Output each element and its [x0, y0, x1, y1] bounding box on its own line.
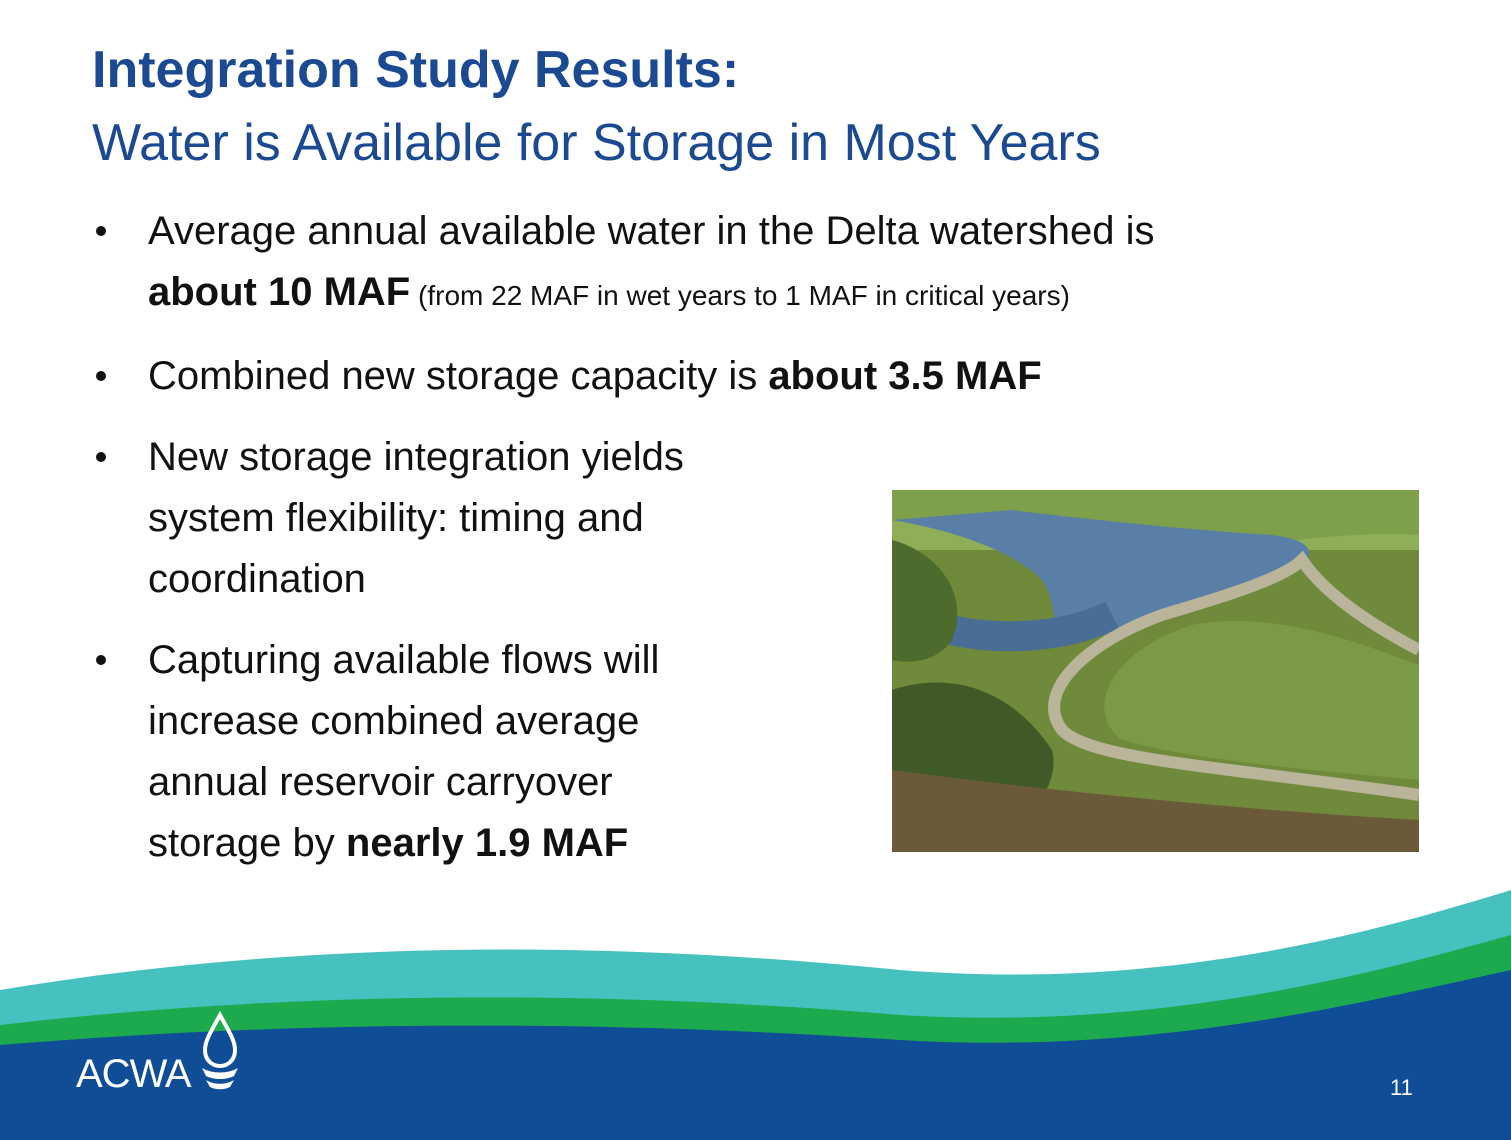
bullet-line: New storage integration yields [148, 427, 1392, 488]
bold-text: about 10 MAF [148, 270, 411, 314]
bullet: Combined new storage capacity is about 3… [92, 346, 1392, 407]
bullet-line: storage by nearly 1.9 MAF [148, 813, 1392, 874]
footer-waves [0, 890, 1511, 1140]
photo [892, 490, 1419, 852]
bullet-text: Capturing available flows will [148, 638, 660, 682]
bullet: Capturing available flows will increase c… [92, 630, 1392, 874]
bullet-line: annual reservoir carryover [148, 752, 1392, 813]
bullet-text: system flexibility: timing and [148, 496, 644, 540]
bullet-text: storage by [148, 821, 346, 865]
subtitle: Water is Available for Storage in Most Y… [92, 114, 1101, 172]
bullet-text: New storage integration yields [148, 435, 684, 479]
page-number: 11 [1390, 1075, 1413, 1100]
title: Integration Study Results: [92, 41, 740, 99]
bold-text: about 3.5 MAF [768, 354, 1042, 398]
bullet-line: increase combined average [148, 691, 1392, 752]
bullet: New storage integration yields system fle… [92, 427, 1392, 610]
bullet-line: Capturing available flows will [148, 630, 1392, 691]
bullet-text: Average annual available water in the De… [148, 209, 1155, 253]
bullet-text: annual reservoir carryover [148, 760, 613, 804]
bullet-text: Combined new storage capacity is [148, 354, 769, 398]
bullet-line: Combined new storage capacity is about 3… [148, 346, 1392, 407]
bullet-line: coordination [148, 549, 1392, 610]
bullet-text: increase combined average [148, 699, 640, 743]
bullet-line: system flexibility: timing and [148, 488, 1392, 549]
bullet-line: Average annual available water in the De… [148, 201, 1392, 262]
bullet-list: Average annual available water in the De… [92, 201, 1392, 894]
note-text: (from 22 MAF in wet years to 1 MAF in cr… [410, 280, 1070, 311]
bullet-text: coordination [148, 557, 366, 601]
bold-text: nearly 1.9 MAF [345, 821, 629, 865]
bullet-line: about 10 MAF (from 22 MAF in wet years t… [148, 262, 1392, 326]
logo: ACWA [76, 1052, 192, 1096]
bullet: Average annual available water in the De… [92, 201, 1392, 326]
